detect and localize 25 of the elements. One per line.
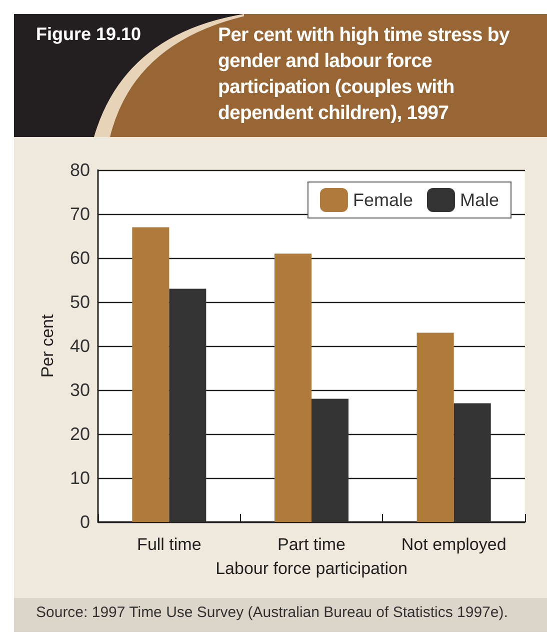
y-tick-label: 0 <box>80 512 90 532</box>
y-tick-label: 30 <box>70 380 90 400</box>
y-tick-label: 50 <box>70 292 90 312</box>
y-tick-label: 60 <box>70 248 90 268</box>
caption: Figure 19.10 <box>36 24 142 45</box>
source-note: Source: 1997 Time Use Survey (Australian Bureau of Statistics 1997e). <box>14 598 547 632</box>
x-axis-title: Labour force participation <box>216 559 408 578</box>
y-tick-label: 70 <box>70 204 90 224</box>
chart-title: Per cent with high time stress by gender and labour force participation (couples with dependent children), 1997 <box>218 23 510 126</box>
bar <box>274 254 312 522</box>
y-axis-title: Per cent <box>38 314 57 378</box>
x-tick-label: Full time <box>137 535 202 554</box>
y-tick-label: 10 <box>70 468 90 488</box>
bar <box>416 332 454 522</box>
bar <box>169 288 206 522</box>
legend-label: Male <box>460 190 499 210</box>
y-tick-label: 80 <box>70 160 90 180</box>
y-tick-label: 40 <box>70 336 90 356</box>
x-tick-label: Not employed <box>401 535 506 554</box>
bar <box>312 398 348 522</box>
bar <box>454 403 491 522</box>
bar <box>132 227 170 522</box>
x-tick-label: Part time <box>277 535 346 554</box>
y-tick-label: 20 <box>70 424 90 444</box>
legend-label: Female <box>352 190 413 210</box>
